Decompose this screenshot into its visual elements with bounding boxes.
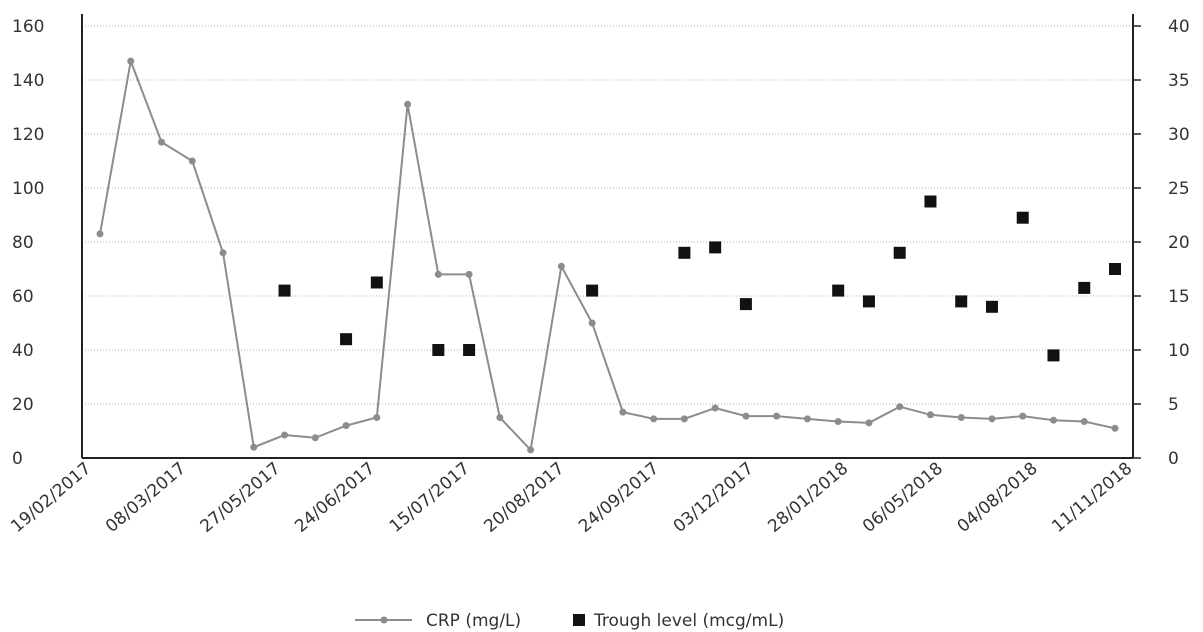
left-tick-label: 120: [12, 125, 44, 145]
left-tick-label: 60: [12, 287, 34, 307]
crp-point: [281, 431, 289, 439]
trough-point: [862, 295, 875, 308]
right-y-axis-ticks: 0 5 10 15 20 25 30 35 40: [1133, 17, 1190, 469]
left-tick-label: 40: [12, 341, 34, 361]
crp-point: [1080, 418, 1088, 426]
crp-point: [496, 414, 504, 421]
x-tick-label: 24/09/2017: [575, 459, 663, 537]
right-tick-label: 10: [1168, 341, 1190, 361]
x-tick-label: 28/01/2018: [764, 459, 852, 537]
right-tick-label: 30: [1168, 125, 1190, 145]
x-tick-label: 19/02/2017: [7, 459, 95, 537]
trough-point: [955, 295, 968, 308]
trough-point: [709, 241, 722, 254]
crp-point: [373, 414, 381, 421]
crp-point: [742, 412, 750, 420]
right-tick-label: 5: [1168, 395, 1179, 415]
axes: [81, 14, 1134, 459]
x-tick-label: 06/05/2018: [859, 459, 947, 537]
crp-point: [1019, 412, 1027, 420]
left-y-axis-ticks: 0 20 40 60 80 100 120 140 160: [12, 17, 44, 469]
crp-point: [127, 57, 135, 65]
trough-point: [1047, 349, 1060, 362]
crp-line: [99, 57, 1116, 453]
crp-point: [926, 411, 934, 419]
gridlines: [82, 25, 1133, 405]
legend-trough-label: Trough level (mcg/mL): [593, 611, 784, 631]
left-tick-label: 160: [12, 17, 44, 37]
left-tick-label: 80: [12, 233, 34, 253]
crp-point: [803, 415, 811, 423]
x-tick-label: 08/03/2017: [102, 459, 190, 537]
series-crp: [96, 57, 1119, 454]
left-tick-label: 140: [12, 71, 44, 91]
crp-point: [896, 403, 904, 411]
trough-point: [924, 195, 937, 208]
trough-point: [370, 276, 383, 289]
legend: CRP (mg/L) Trough level (mcg/mL): [355, 611, 784, 631]
trough-point: [586, 284, 599, 297]
x-tick-label: 27/05/2017: [197, 459, 285, 537]
crp-point: [957, 414, 965, 421]
crp-point: [527, 446, 535, 454]
x-axis-ticks: 19/02/2017 08/03/2017 27/05/2017 24/06/2017…: [7, 459, 1136, 537]
crp-point: [158, 138, 166, 146]
crp-point: [711, 404, 719, 412]
x-tick-label: 20/08/2017: [480, 459, 568, 537]
right-tick-label: 20: [1168, 233, 1190, 253]
crp-point: [988, 415, 996, 423]
trough-point: [893, 246, 906, 259]
crp-point: [865, 419, 873, 427]
crp-point: [342, 422, 350, 430]
trough-point: [985, 300, 998, 313]
crp-point: [219, 249, 227, 257]
x-tick-label: 03/12/2017: [670, 459, 758, 537]
legend-trough-marker: [573, 614, 585, 626]
right-tick-label: 0: [1168, 449, 1179, 469]
crp-point: [619, 408, 627, 416]
crp-point: [588, 319, 596, 327]
trough-point: [1109, 263, 1121, 275]
x-tick-label: 04/08/2018: [954, 459, 1042, 537]
left-tick-label: 0: [12, 449, 23, 469]
x-tick-label: 24/06/2017: [291, 459, 379, 537]
right-tick-label: 25: [1168, 179, 1190, 199]
right-tick-label: 15: [1168, 287, 1190, 307]
right-tick-label: 35: [1168, 71, 1190, 91]
crp-point: [96, 230, 104, 238]
crp-point: [680, 415, 688, 423]
trough-point: [340, 333, 353, 346]
crp-point: [1049, 416, 1057, 424]
trough-point: [1016, 211, 1029, 224]
crp-point: [434, 270, 442, 278]
trough-point: [832, 284, 845, 297]
crp-point: [557, 262, 565, 270]
legend-crp-label: CRP (mg/L): [426, 611, 521, 631]
crp-point: [188, 157, 196, 165]
series-trough: [278, 195, 1121, 362]
trough-point: [463, 344, 476, 356]
trough-point: [678, 246, 691, 259]
trough-point: [1078, 281, 1091, 294]
trough-point: [278, 284, 291, 297]
legend-crp-marker: [380, 616, 388, 624]
trough-point: [739, 298, 752, 311]
x-tick-label: 11/11/2018: [1048, 459, 1136, 537]
crp-point: [465, 270, 473, 278]
crp-point: [650, 415, 658, 423]
crp-point: [834, 418, 842, 426]
x-tick-label: 15/07/2017: [386, 459, 474, 537]
left-tick-label: 100: [12, 179, 44, 199]
crp-point: [311, 434, 319, 442]
right-tick-label: 40: [1168, 17, 1190, 37]
trough-point: [432, 344, 445, 356]
crp-point: [1111, 424, 1119, 432]
crp-point: [404, 100, 412, 108]
left-tick-label: 20: [12, 395, 34, 415]
crp-point: [250, 443, 258, 451]
crp-point: [773, 412, 781, 420]
